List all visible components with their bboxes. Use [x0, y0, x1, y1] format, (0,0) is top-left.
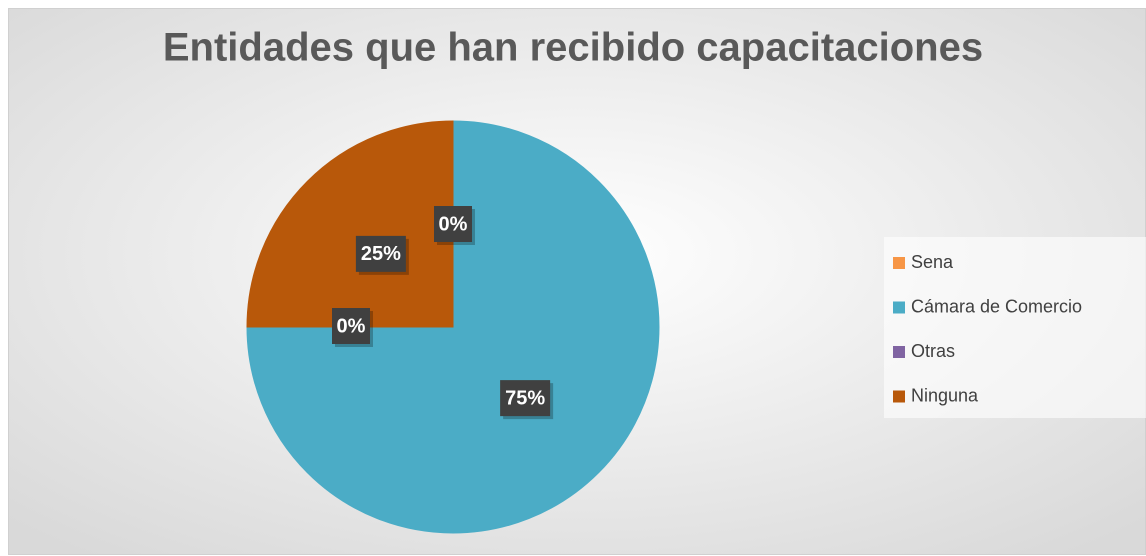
- data-label-box: [500, 380, 551, 417]
- legend-box: [884, 237, 1146, 418]
- legend-label: Ninguna: [911, 385, 979, 405]
- legend-swatch: [893, 390, 905, 403]
- legend-swatch: [893, 346, 905, 358]
- data-label-box: [434, 206, 472, 242]
- data-label: 75%: [505, 387, 545, 409]
- data-label: 25%: [361, 243, 401, 265]
- data-label-box: [332, 308, 370, 344]
- legend-swatch: [893, 301, 905, 314]
- pie-slice: [246, 120, 454, 328]
- legend-label: Sena: [911, 252, 954, 272]
- legend-label: Otras: [911, 341, 955, 361]
- data-label: 0%: [337, 315, 366, 337]
- legend-label: Cámara de Comercio: [911, 296, 1082, 316]
- chart-title: Entidades que han recibido capacitacione…: [163, 26, 983, 70]
- data-label-box: [355, 235, 406, 272]
- legend-swatch: [893, 257, 905, 269]
- data-label: 0%: [439, 213, 468, 235]
- pie-slice: [246, 120, 660, 534]
